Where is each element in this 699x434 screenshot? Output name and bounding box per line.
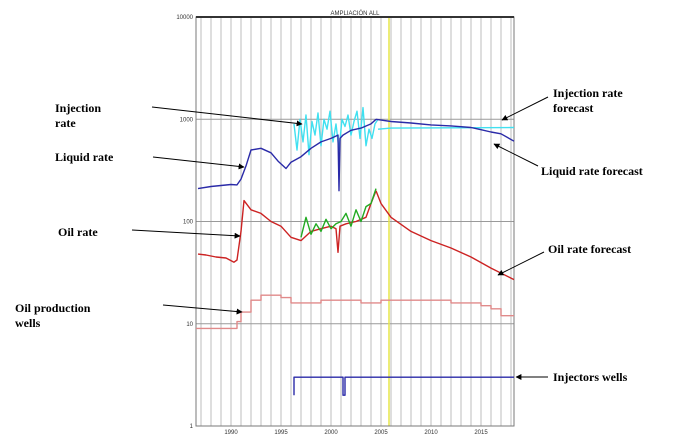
annotation-label-line: Injection rate (553, 86, 623, 100)
annotation-label-line: Injectors wells (553, 370, 628, 384)
annotation-label-line: Oil rate (58, 225, 98, 239)
annotation-callout: Injection rate (55, 101, 303, 130)
x-tick-label: 2010 (424, 430, 438, 434)
chart-title: AMPLIACIÓN ALL (330, 10, 380, 17)
annotation-arrow (501, 96, 549, 121)
annotation-callout: Oil rate forecast (497, 242, 631, 276)
x-tick-label: 2015 (474, 430, 488, 434)
axes: AMPLIACIÓN ALL 10000 1000 100 10 1 1990 1995 20… (176, 10, 488, 434)
annotation-label: Liquid rate forecast (541, 164, 643, 178)
series-lines (196, 106, 515, 396)
series-line-oil-rate (197, 190, 377, 263)
annotation-label: Oil production wells (15, 301, 91, 330)
annotation-arrow (152, 156, 245, 170)
series-line-oil-rate-observed- (300, 188, 377, 238)
annotation-arrow (162, 304, 243, 315)
series-line-injectors-wells (293, 376, 514, 396)
y-tick-label: 1000 (180, 117, 194, 123)
x-tick-label: 1995 (274, 430, 288, 434)
series-line-oil-production-wells (196, 294, 514, 330)
annotation-label: Injection rate forecast (553, 86, 623, 115)
annotation-callout: Liquid rate forecast (493, 143, 643, 178)
annotation-label: Liquid rate (55, 150, 114, 164)
series-line-oil-rate-forecast (375, 190, 515, 281)
annotation-label: Oil rate forecast (548, 242, 631, 256)
series-line-liquid-rate-forecast (375, 118, 515, 142)
annotation-arrow (151, 106, 303, 127)
annotation-arrow (497, 251, 545, 276)
series-line-liquid-rate (197, 118, 377, 192)
annotation-label-line: Oil production (15, 301, 91, 315)
annotation-label-line: rate (55, 116, 76, 130)
annotation-callout: Oil rate (58, 225, 241, 239)
y-tick-label: 1 (190, 424, 194, 430)
grid (195, 16, 515, 427)
x-tick-label: 2005 (374, 430, 388, 434)
annotation-label: Oil rate (58, 225, 98, 239)
annotation-callout: Injectors wells (515, 370, 628, 384)
y-tick-label: 10 (186, 322, 193, 328)
annotation-callout: Injection rate forecast (501, 86, 623, 121)
annotation-label-line: Injection (55, 101, 101, 115)
annotations: Injection rate Liquid rate Oil rate Oil prod… (15, 86, 643, 384)
annotation-callout: Liquid rate (55, 150, 245, 170)
annotation-callout: Oil production wells (15, 301, 243, 330)
y-tick-label: 100 (183, 220, 194, 226)
series-line-injection-rate-forecast (377, 126, 515, 130)
annotation-label-line: forecast (553, 101, 593, 115)
annotation-label-line: Oil rate forecast (548, 242, 631, 256)
annotation-label: Injectors wells (553, 370, 628, 384)
series-line-injection-rate (293, 106, 379, 156)
annotation-arrow (493, 143, 539, 167)
annotation-label-line: Liquid rate (55, 150, 114, 164)
annotation-label-line: wells (15, 316, 41, 330)
x-tick-label: 2000 (324, 430, 338, 434)
annotation-label: Injection rate (55, 101, 101, 130)
annotation-label-line: Liquid rate forecast (541, 164, 643, 178)
y-tick-label: 10000 (176, 15, 193, 21)
x-tick-label: 1990 (224, 430, 238, 434)
annotation-arrow (131, 229, 241, 239)
